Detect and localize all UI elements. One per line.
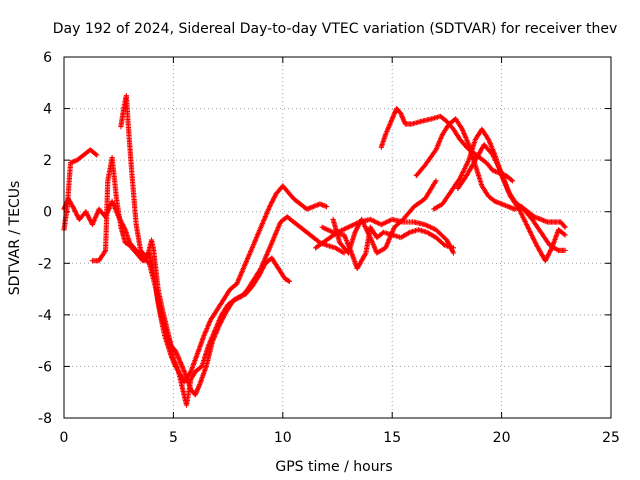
y-axis-label: SDTVAR / TECUs (7, 181, 23, 296)
y-tick-label: -8 (38, 411, 52, 427)
y-tick-label: -2 (38, 256, 52, 272)
chart-title: Day 192 of 2024, Sidereal Day-to-day VTE… (53, 21, 617, 37)
series-markers (378, 106, 516, 184)
plot-frame (63, 56, 612, 419)
x-tick-label: 10 (274, 430, 292, 446)
x-tick-label: 25 (602, 430, 620, 446)
series-markers (330, 178, 439, 256)
y-tick-label: -4 (38, 308, 52, 324)
y-tick-label: 0 (43, 205, 52, 221)
series-markers (431, 126, 568, 253)
series-track-11 (455, 142, 568, 264)
y-tick-label: -6 (38, 359, 52, 375)
y-tick-label: 6 (43, 50, 52, 66)
x-tick-label: 15 (383, 430, 401, 446)
series-track-10 (431, 126, 568, 253)
y-tick-label: 2 (43, 153, 52, 169)
y-tick-label: 4 (43, 102, 52, 118)
series-track-9 (413, 116, 568, 230)
x-tick-label: 0 (60, 430, 69, 446)
series-track-8 (378, 106, 516, 184)
x-axis-label: GPS time / hours (275, 459, 392, 475)
series-track-6 (319, 224, 457, 271)
series-markers (89, 155, 347, 408)
x-tick-label: 20 (493, 430, 511, 446)
x-tick-label: 5 (169, 430, 178, 446)
series-markers (413, 116, 568, 230)
series-markers (455, 142, 568, 264)
plot-area (61, 93, 568, 408)
series-markers (319, 224, 457, 271)
series-track-4 (89, 155, 347, 408)
axis-ticks: 0 5 10 15 20 25 -8 -6 -4 -2 0 2 4 6 (38, 50, 620, 446)
series-track-7 (330, 178, 439, 256)
